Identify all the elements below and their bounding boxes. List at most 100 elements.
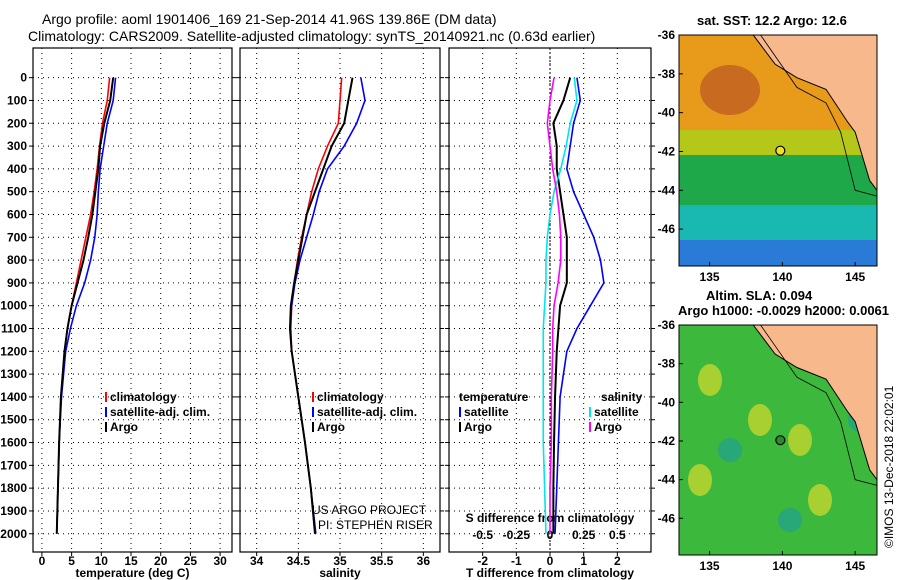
sla-high-patch xyxy=(748,404,772,436)
x2-tick-label: 0 xyxy=(547,528,554,542)
x-axis-label: temperature (deg C) xyxy=(75,566,189,580)
x-tick-label: 34 xyxy=(250,554,264,568)
lon-tick-label: 135 xyxy=(700,559,720,573)
legend-label: Argo xyxy=(110,420,138,434)
y-tick-label: 1200 xyxy=(0,344,27,358)
y-tick-label: 700 xyxy=(7,230,27,244)
map-frame xyxy=(678,34,878,267)
lat-tick-label: -36 xyxy=(658,318,676,332)
series-line-s-satellite xyxy=(542,77,578,534)
y-tick-label: 500 xyxy=(7,185,27,199)
legend-swatch xyxy=(459,422,461,432)
y-tick-label: 1100 xyxy=(1,322,27,336)
sst-cool-band xyxy=(679,205,877,240)
x-tick-label: 34.5 xyxy=(287,554,311,568)
series-line-t-argo xyxy=(552,77,572,534)
lat-tick-label: -46 xyxy=(658,511,676,525)
y-tick-label: 400 xyxy=(7,162,27,176)
map-sla xyxy=(678,324,878,556)
series-line-satellite-adj-clim- xyxy=(55,77,117,534)
sst-cold-band xyxy=(679,240,877,266)
map-sst xyxy=(678,34,878,267)
legend-swatch xyxy=(589,407,591,417)
x-tick-label: 2 xyxy=(614,554,621,568)
x-tick-label: 15 xyxy=(124,554,138,568)
lat-tick-label: -42 xyxy=(658,144,676,158)
legend-swatch xyxy=(589,422,591,432)
lon-tick-label: 140 xyxy=(772,270,792,284)
y-tick-label: 1800 xyxy=(0,481,27,495)
y-tick-label: 600 xyxy=(7,207,27,221)
lat-tick-label: -42 xyxy=(658,434,676,448)
lat-tick-label: -44 xyxy=(658,183,676,197)
x-tick-label: 5 xyxy=(68,554,75,568)
lat-tick-label: -38 xyxy=(658,357,676,371)
plot-frame-temperature xyxy=(32,47,233,553)
legend-label: Argo xyxy=(594,420,622,434)
legend-label: climatology xyxy=(110,390,177,404)
sst-map-title: sat. SST: 12.2 Argo: 12.6 xyxy=(697,13,847,28)
x-tick-label: 10 xyxy=(95,554,109,568)
x-tick-label: 20 xyxy=(154,554,168,568)
lon-tick-label: 135 xyxy=(700,270,720,284)
x2-tick-label: 0.5 xyxy=(609,528,626,542)
shelf-contour xyxy=(760,324,878,486)
sla-low-patch xyxy=(718,438,742,462)
y-tick-label: 100 xyxy=(7,93,27,107)
legend-label: climatology xyxy=(317,390,384,404)
legend-label: satellite xyxy=(594,405,639,419)
sla-low-patch xyxy=(778,508,802,532)
series-line-t-satellite xyxy=(554,77,605,534)
lat-tick-label: -40 xyxy=(658,106,676,120)
y-tick-label: 1600 xyxy=(0,436,27,450)
x-tick-label: 35.5 xyxy=(370,554,394,568)
legend-label: satellite xyxy=(464,405,509,419)
sst-warm-patch xyxy=(700,65,760,115)
legend-swatch xyxy=(312,392,314,402)
y-tick-label: 1000 xyxy=(0,299,27,313)
series-line-argo xyxy=(288,77,354,534)
x-tick-label: -1 xyxy=(511,554,522,568)
map-frame xyxy=(678,324,878,556)
lon-tick-label: 145 xyxy=(845,270,865,284)
x-tick-label: 30 xyxy=(213,554,227,568)
lat-tick-label: -40 xyxy=(658,395,676,409)
legend-swatch xyxy=(312,422,314,432)
y-tick-label: 1700 xyxy=(0,458,27,472)
y-tick-label: 200 xyxy=(7,116,27,130)
legend-label: satellite-adj. clim. xyxy=(317,405,417,419)
x2-tick-label: -0.5 xyxy=(472,528,493,542)
lat-tick-label: -46 xyxy=(658,222,676,236)
sla-map-subtitle: Argo h1000: -0.0029 h2000: 0.0061 xyxy=(678,303,890,318)
title-line1: Argo profile: aoml 1901406_169 21-Sep-20… xyxy=(42,11,497,27)
x-tick-label: 36 xyxy=(417,554,431,568)
legend-label: satellite-adj. clim. xyxy=(110,405,210,419)
legend-swatch xyxy=(105,422,107,432)
x-tick-label: 25 xyxy=(184,554,198,568)
series-line-climatology xyxy=(290,77,343,534)
series-line-s-argo xyxy=(546,77,562,534)
lon-tick-label: 140 xyxy=(772,559,792,573)
lat-tick-label: -44 xyxy=(658,473,676,487)
x-tick-label: 0 xyxy=(547,554,554,568)
legend-swatch xyxy=(105,407,107,417)
legend-heading-salinity: salinity xyxy=(601,390,643,404)
legend-swatch xyxy=(312,407,314,417)
argo-position-marker xyxy=(775,435,786,446)
watermark: ©IMOS 13-Dec-2018 22:02:01 xyxy=(882,385,896,548)
y-tick-label: 1900 xyxy=(0,504,27,518)
y-tick-label: 300 xyxy=(7,139,27,153)
y-tick-label: 1400 xyxy=(0,390,27,404)
lat-tick-label: -38 xyxy=(658,67,676,81)
x-tick-label: 0 xyxy=(39,554,46,568)
lat-tick-label: -36 xyxy=(658,28,676,42)
shelf-contour xyxy=(760,34,878,197)
sla-high-patch xyxy=(808,484,832,516)
x-axis-label: T difference from climatology xyxy=(466,566,634,580)
y-tick-label: 800 xyxy=(7,253,27,267)
y-tick-label: 900 xyxy=(7,276,27,290)
y-tick-label: 2000 xyxy=(0,527,27,541)
series-line-argo xyxy=(55,77,115,534)
